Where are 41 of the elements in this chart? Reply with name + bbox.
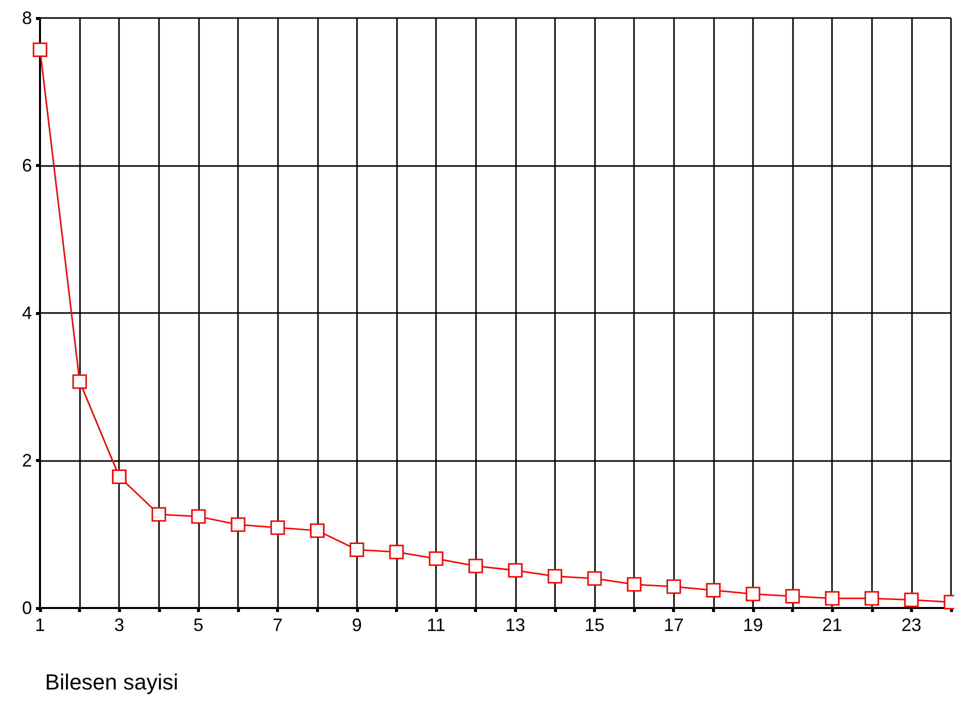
- x-tick-label: 15: [584, 615, 605, 635]
- point: [626, 577, 642, 592]
- x-tick-label: 9: [352, 615, 362, 635]
- y-tick-label: 6: [22, 156, 32, 176]
- point: [230, 517, 246, 532]
- point: [587, 571, 602, 586]
- point: [112, 469, 126, 484]
- y-tick-label: 4: [22, 303, 32, 323]
- y-tick-label: 2: [22, 450, 32, 470]
- x-axis-title: Bilesen sayisi: [45, 670, 178, 694]
- point: [548, 569, 562, 584]
- x-tick-label: 3: [114, 615, 124, 635]
- point: [468, 558, 483, 574]
- x-tick-label: 7: [272, 615, 283, 635]
- point: [152, 507, 166, 522]
- point: [785, 588, 800, 604]
- point: [428, 551, 444, 566]
- point: [508, 563, 523, 578]
- point: [310, 523, 325, 538]
- point: [904, 592, 919, 608]
- point: [864, 591, 880, 606]
- x-tick-label: 1: [34, 615, 46, 635]
- x-tick-label: 5: [193, 615, 204, 635]
- x-tick-label: 19: [742, 615, 763, 635]
- x-tick-label: 21: [822, 615, 842, 635]
- y-tick-label: 0: [22, 598, 32, 618]
- point: [746, 586, 760, 602]
- y-tick-label: 8: [22, 8, 32, 28]
- point: [706, 583, 721, 598]
- point: [666, 579, 681, 594]
- point: [191, 509, 206, 524]
- x-tick-label: 11: [426, 615, 446, 635]
- x-tick-label: 13: [505, 615, 526, 635]
- point: [72, 374, 87, 389]
- point: [389, 544, 404, 560]
- point: [32, 42, 48, 57]
- point: [270, 520, 285, 535]
- x-tick-label: 23: [901, 615, 922, 635]
- point: [824, 591, 840, 606]
- x-tick-label: 17: [664, 615, 684, 635]
- point: [350, 542, 364, 557]
